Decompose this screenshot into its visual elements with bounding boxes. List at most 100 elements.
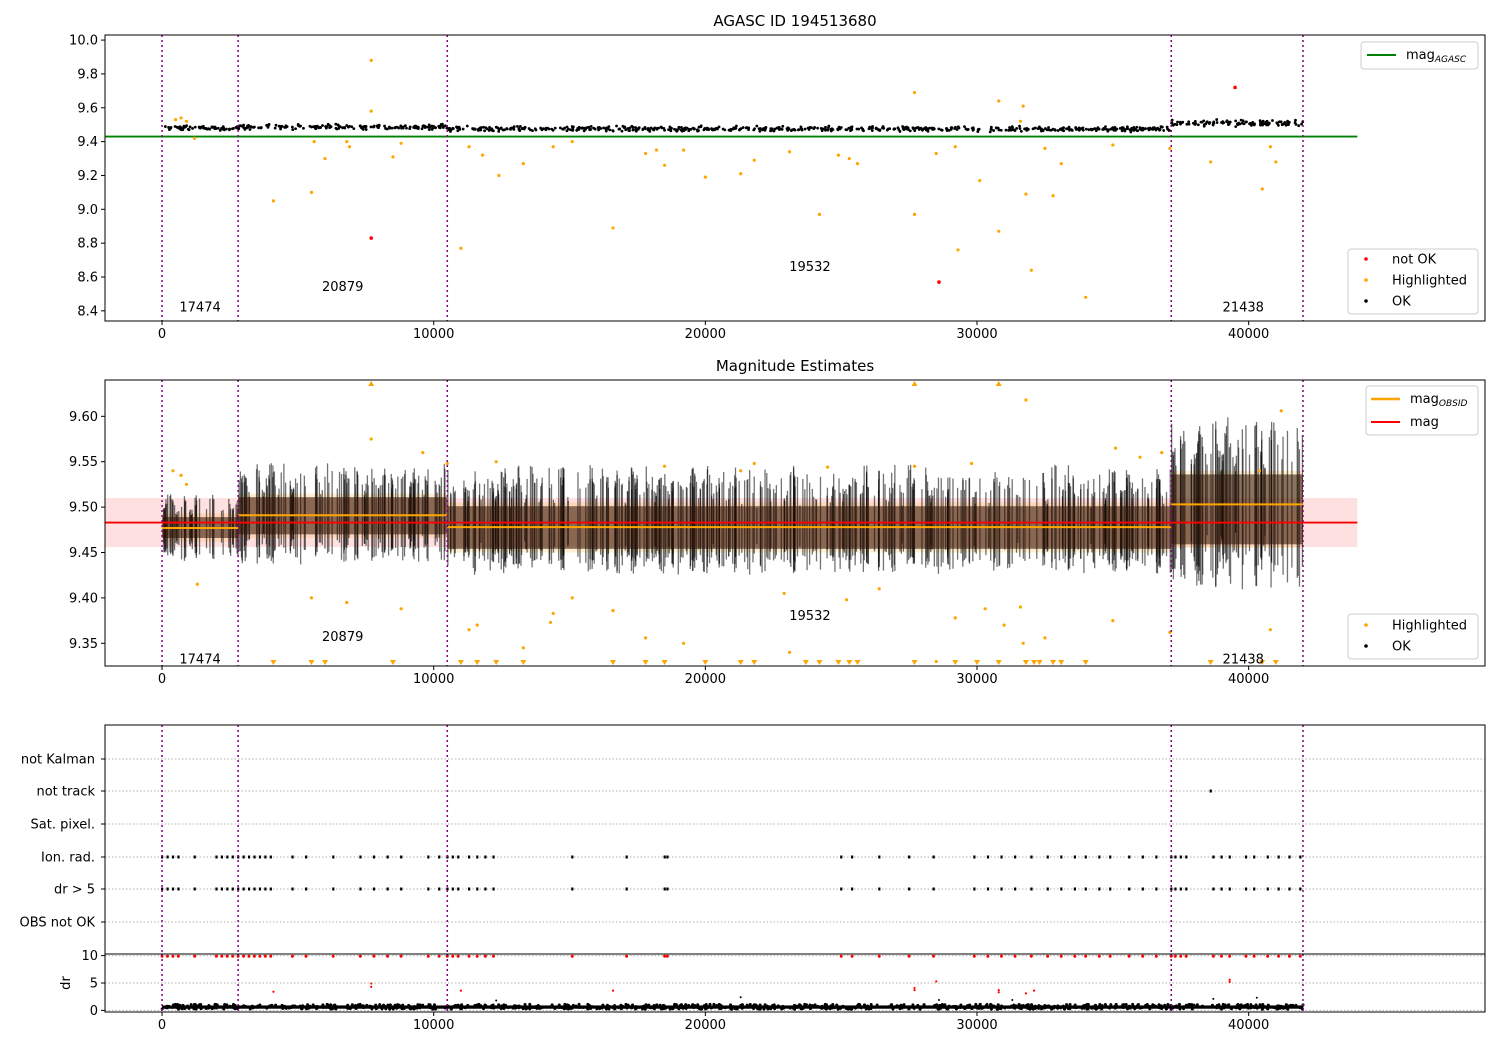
capped-dr-point [1244, 954, 1248, 958]
capped-dr-point [426, 954, 430, 958]
not-ok-dr-point [370, 985, 373, 988]
capped-dr-point [1184, 954, 1188, 958]
ok-point [1227, 121, 1231, 125]
ok-point [628, 126, 632, 130]
ok-point [1276, 124, 1280, 127]
flag-point [1030, 855, 1033, 859]
ok-point [630, 124, 634, 128]
capped-dr-point [165, 954, 169, 958]
flag-point [1141, 855, 1144, 859]
ok-dr-point [523, 1002, 527, 1006]
ok-dr-point [1065, 1003, 1069, 1007]
ok-point [198, 126, 202, 130]
ok-point [571, 129, 575, 132]
ok-point [744, 126, 748, 130]
flag-point [1244, 855, 1248, 859]
ok-point [850, 125, 854, 129]
flag-point [1220, 855, 1223, 859]
flag-point [1046, 887, 1049, 891]
ok-point [1070, 129, 1074, 132]
capped-dr-point [399, 954, 403, 958]
ok-dr-point [1068, 1003, 1072, 1007]
ok-point [570, 125, 574, 128]
ok-point [1111, 126, 1115, 130]
highlighted-point [1274, 160, 1278, 164]
highlighted-point [445, 461, 449, 466]
capped-dr-point [475, 954, 479, 958]
ok-dr-point [1136, 1002, 1140, 1006]
ok-point [403, 124, 407, 128]
highlighted-point [1051, 194, 1055, 198]
ok-point [1153, 126, 1156, 130]
flag-point [400, 855, 403, 859]
ok-point [786, 128, 790, 132]
ok-point [1077, 126, 1081, 130]
ok-point [566, 127, 570, 131]
category-label: not Kalman [21, 753, 95, 768]
ok-point [1010, 125, 1014, 129]
ok-point [675, 129, 679, 132]
ok-point [870, 129, 874, 132]
ok-dr-point [1166, 1002, 1170, 1006]
legend-label: OK [1392, 640, 1411, 655]
ok-dr-point [974, 1002, 978, 1006]
capped-dr-point [242, 954, 246, 958]
ok-point [620, 129, 624, 133]
flag-point [932, 855, 935, 859]
ok-point [727, 128, 731, 132]
legend-label: Highlighted [1392, 274, 1467, 289]
ok-dr-point [378, 1003, 382, 1007]
ok-point [932, 126, 935, 130]
flag-point [193, 887, 196, 891]
highlighted-point [956, 248, 960, 252]
ok-point [257, 126, 260, 130]
flag-point [166, 855, 169, 859]
clipped-low-marker [493, 660, 500, 665]
ok-point [1162, 129, 1166, 132]
ok-point [321, 124, 324, 127]
y-tick-label: 9.0 [77, 203, 98, 218]
ok-point [584, 127, 587, 131]
ok-point [188, 125, 192, 129]
plot-background [105, 35, 1485, 321]
ok-point [279, 126, 283, 129]
flag-point [1155, 887, 1158, 891]
ok-point [420, 127, 424, 131]
clipped-low-marker [474, 660, 481, 665]
ok-point [499, 126, 503, 130]
ok-point [855, 127, 859, 131]
x-tick-label: 40000 [1228, 327, 1269, 342]
highlighted-point [682, 148, 686, 152]
flags-panel: not Kalman not track Sat. pixel. Ion. rad. d… [20, 724, 1486, 955]
clipped-low-marker [835, 660, 842, 665]
ok-point [561, 127, 565, 131]
ok-point [388, 125, 391, 129]
flag-point [973, 855, 976, 859]
ok-point [175, 125, 179, 129]
highlighted-point [643, 151, 648, 156]
legend-subscript: OBSID [1439, 399, 1468, 409]
ok-point [427, 123, 431, 127]
flag-point [571, 887, 574, 891]
flag-point [908, 887, 911, 891]
y-tick-label: 8.6 [77, 271, 98, 286]
ok-point [871, 125, 874, 128]
clipped-low-marker [1031, 660, 1038, 665]
flag-point [1212, 887, 1215, 891]
highlighted-point [475, 623, 479, 627]
ok-point [592, 126, 596, 130]
ok-point [1077, 128, 1081, 132]
legend-lower: not OK Highlighted OK [1347, 248, 1479, 315]
legend-label: not OK [1392, 253, 1437, 268]
ok-point [703, 127, 706, 131]
ok-point [589, 125, 593, 128]
ok-point [490, 127, 494, 131]
ok-point [484, 126, 488, 130]
highlighted-point [1021, 641, 1025, 645]
highlighted-point [494, 460, 498, 464]
ok-point [914, 126, 918, 130]
flag-point [193, 855, 196, 859]
highlighted-point [855, 162, 860, 166]
legend-marker [1364, 644, 1368, 648]
ok-point [917, 128, 921, 131]
